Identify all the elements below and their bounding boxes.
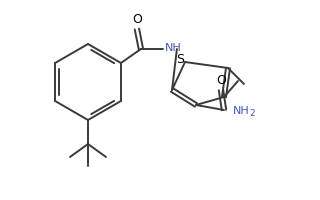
Text: NH: NH bbox=[233, 106, 250, 116]
Text: O: O bbox=[132, 13, 142, 26]
Text: NH: NH bbox=[165, 43, 182, 53]
Text: 2: 2 bbox=[249, 110, 255, 118]
Text: O: O bbox=[216, 74, 226, 87]
Text: S: S bbox=[176, 53, 184, 66]
